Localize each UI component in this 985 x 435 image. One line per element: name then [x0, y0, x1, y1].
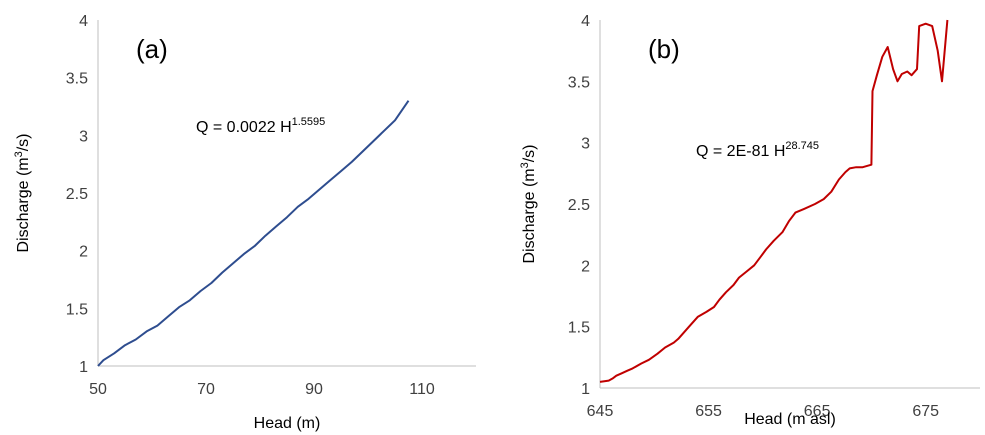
- panel-label: (b): [648, 34, 680, 64]
- x-axis-label: Head (m asl): [744, 411, 836, 428]
- y-axis-label-tail: /s): [521, 144, 538, 162]
- y-axis-label-main: Discharge (m: [15, 157, 32, 252]
- x-tick-label: 70: [197, 381, 215, 398]
- y-tick-label: 1.5: [568, 320, 590, 337]
- y-axis-label-main: Discharge (m: [521, 168, 538, 263]
- x-tick-label: 665: [804, 403, 831, 420]
- y-axis-label-tail: /s): [15, 133, 32, 151]
- y-tick-label: 4: [581, 13, 590, 30]
- series-line-b: [599, 19, 949, 383]
- equation-exponent: 1.5595: [292, 116, 326, 128]
- y-tick-label: 1.5: [66, 301, 88, 318]
- equation-main: Q = 2E-81 H: [696, 143, 785, 160]
- series-line-a: [97, 100, 410, 367]
- y-tick-label: 1: [79, 359, 88, 376]
- chart-panel-b: 1 1.5 2 2.5 3 3.5 4 645 655 665 675 Head (m asl) Dis…: [519, 13, 980, 428]
- equation-label: Q = 2E-81 H28.745: [696, 140, 819, 160]
- y-tick-label: 3.5: [568, 74, 590, 91]
- equation-label: Q = 0.0022 H1.5595: [196, 116, 325, 136]
- x-tick-label: 90: [305, 381, 323, 398]
- equation-exponent: 28.745: [785, 140, 819, 152]
- x-axis-label: Head (m): [254, 415, 321, 432]
- y-tick-label: 2: [79, 244, 88, 261]
- y-tick-label: 3.5: [66, 71, 88, 88]
- x-tick-label: 645: [587, 403, 614, 420]
- y-tick-label: 2.5: [568, 197, 590, 214]
- y-tick-label: 1: [581, 381, 590, 398]
- y-axis-label-superscript: 3: [13, 151, 25, 157]
- x-tick-label: 655: [695, 403, 722, 420]
- y-tick-label: 4: [79, 13, 88, 30]
- panel-label: (a): [136, 34, 168, 64]
- y-tick-label: 3: [79, 128, 88, 145]
- y-tick-label: 2: [581, 258, 590, 275]
- y-axis-label: Discharge (m3/s): [519, 144, 538, 263]
- y-tick-label: 3: [581, 136, 590, 153]
- y-axis-label: Discharge (m3/s): [13, 133, 32, 252]
- y-axis-label-superscript: 3: [519, 162, 531, 168]
- x-tick-label: 50: [89, 381, 107, 398]
- x-tick-label: 675: [912, 403, 939, 420]
- equation-main: Q = 0.0022 H: [196, 119, 292, 136]
- x-tick-label: 110: [409, 381, 435, 398]
- chart-panel-a: 1 1.5 2 2.5 3 3.5 4 50 70 90 110 Head (m) Discharge …: [13, 13, 476, 432]
- y-tick-label: 2.5: [66, 186, 88, 203]
